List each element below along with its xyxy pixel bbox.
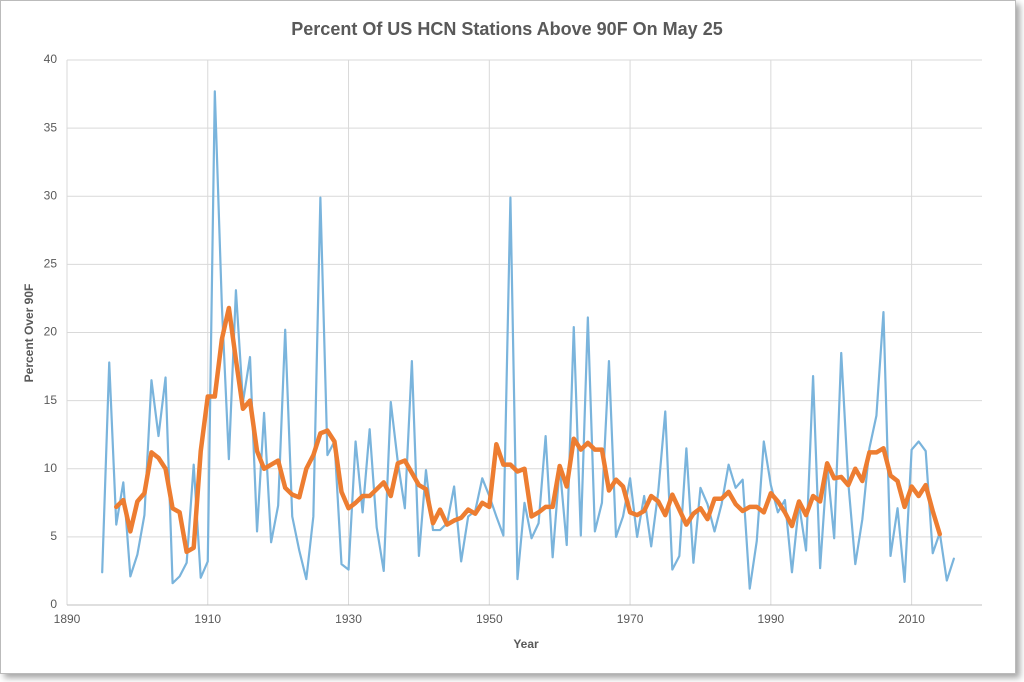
y-tick-label: 40 [44,52,58,66]
x-tick-label: 1950 [476,612,503,626]
x-axis-title: Year [513,637,539,651]
y-tick-label: 25 [44,257,58,271]
x-tick-label: 2010 [898,612,925,626]
series-line [114,305,943,555]
y-tick-label: 5 [50,529,57,543]
y-axis-title: Percent Over 90F [22,284,36,383]
series-line [101,90,955,590]
x-tick-label: 1890 [54,612,81,626]
x-tick-label: 1910 [194,612,221,626]
y-tick-label: 0 [50,597,57,611]
y-tick-label: 10 [44,461,58,475]
y-tick-label: 30 [44,188,58,202]
chart-title: Percent Of US HCN Stations Above 90F On … [291,19,722,39]
y-tick-label: 20 [44,325,58,339]
x-tick-label: 1930 [335,612,362,626]
y-tick-label: 35 [44,120,58,134]
y-tick-label: 15 [44,393,58,407]
x-tick-label: 1990 [757,612,784,626]
x-tick-label: 1970 [617,612,644,626]
